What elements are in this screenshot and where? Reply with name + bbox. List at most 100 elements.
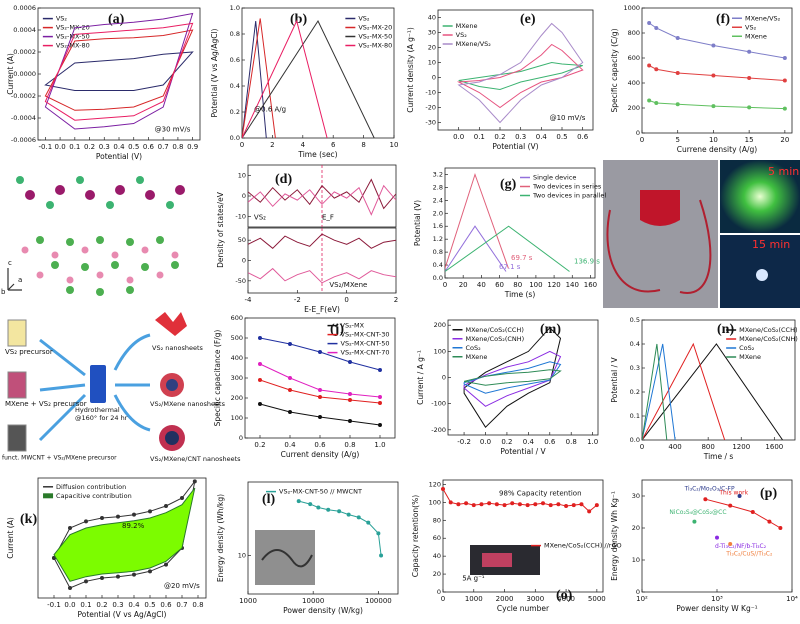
x-tick-label: 0: [441, 595, 445, 603]
data-point: [728, 542, 733, 546]
x-tick-label: 0.4: [284, 441, 296, 449]
series-line: [259, 363, 381, 398]
plot-frame: [641, 319, 796, 441]
annotation: @0.6 A/g: [254, 105, 286, 113]
y-axis-label: Capacity retention(%): [411, 495, 420, 577]
axis-a: a: [18, 276, 22, 284]
series-line: [463, 327, 562, 428]
inset-photo: [261, 549, 313, 568]
legend-label: Diffusion contribution: [56, 483, 126, 491]
x-tick-label: 5000: [588, 595, 606, 603]
point-label: This work: [718, 490, 748, 497]
schematic-text: VS₂/MXene/CNT nanosheets: [150, 455, 241, 463]
y-tick-label: 200: [231, 394, 243, 402]
data-point: [587, 509, 592, 514]
y-tick-label: 2.8: [433, 183, 443, 191]
y-tick-label: 0: [239, 434, 243, 442]
series-line: [642, 343, 676, 440]
series-line: [298, 500, 382, 556]
legend-label: Two devices in parallel: [532, 192, 606, 200]
x-tick-label: 20: [459, 281, 468, 289]
annotation: 89.2%: [122, 522, 145, 530]
data-point: [517, 502, 522, 507]
data-point: [703, 497, 708, 502]
legend-label: VS₂-MX-80: [56, 42, 90, 50]
y-tick-label: 40: [428, 14, 436, 22]
x-tick-label: 0.4: [113, 143, 125, 151]
data-point: [318, 395, 322, 399]
y-tick-label: 100: [231, 414, 243, 422]
data-point: [571, 503, 576, 508]
data-point: [288, 376, 292, 380]
y-tick-label: 1.0: [230, 4, 240, 12]
data-point: [594, 503, 599, 508]
data-point: [782, 56, 787, 60]
series-line: [648, 65, 785, 81]
y-axis-label: Potential / V: [610, 356, 619, 402]
y-tick-label: -30: [425, 119, 436, 127]
data-point: [647, 98, 652, 103]
x-axis-label: Potential (V): [96, 152, 142, 161]
series-line: [248, 233, 396, 249]
x-tick-label: -0.1: [47, 601, 61, 609]
y-tick-label: 10: [632, 556, 640, 564]
annotation: 69.7 s: [511, 254, 533, 262]
data-point: [84, 579, 88, 584]
y-axis-label: Energy density Wh Kg⁻¹: [610, 491, 619, 581]
x-tick-label: 5: [675, 136, 679, 144]
series-line: [445, 225, 507, 272]
data-point: [556, 502, 561, 507]
x-tick-label: 0.6: [544, 438, 556, 446]
data-point: [692, 519, 697, 524]
y-axis-label: Specific capacity (C/g): [610, 28, 619, 112]
data-point: [148, 569, 152, 574]
data-point: [100, 516, 104, 520]
x-axis-label: Time (sec): [297, 150, 337, 159]
data-point: [288, 388, 292, 392]
series-line: [463, 369, 562, 386]
series-line: [457, 22, 584, 124]
annotation: 5A g⁻¹: [462, 575, 485, 583]
x-tick-label: 0.8: [344, 441, 355, 449]
data-point: [288, 342, 292, 346]
y-tick-label: 100: [434, 347, 446, 355]
series-line: [458, 61, 583, 91]
y-tick-label: 0: [242, 257, 246, 265]
axis-b: b: [1, 288, 6, 296]
x-tick-label: 1000: [465, 595, 483, 603]
y-tick-label: 2.4: [433, 196, 443, 204]
data-point: [737, 494, 742, 498]
x-tick-label: 1600: [765, 443, 783, 451]
caption-15min: 15 min: [752, 238, 790, 251]
y-tick-label: 10: [238, 171, 246, 179]
data-point: [675, 71, 680, 75]
x-tick-label: 0.9: [187, 143, 198, 151]
x-tick-label: 2: [270, 141, 274, 149]
plot-frame: [437, 9, 594, 131]
y-tick-label: -0.0002: [11, 92, 36, 100]
panel-label: (p): [760, 486, 777, 501]
series-line: [248, 267, 396, 284]
data-point: [68, 526, 72, 530]
y-tick-label: 40: [433, 552, 441, 560]
legend-label: VS₂: [358, 15, 370, 23]
legend-label: VS₂: [456, 31, 468, 39]
x-tick-label: 0.6: [314, 441, 326, 449]
x-axis-label: E-E_F(eV): [304, 305, 340, 314]
series-line: [242, 19, 328, 138]
legend-label: MXene/VS₂: [745, 14, 781, 22]
panel-label: (k): [20, 512, 37, 527]
data-point: [767, 519, 772, 524]
x-tick-label: 0.2: [501, 438, 512, 446]
y-tick-label: 0.3: [630, 364, 640, 372]
data-point: [564, 503, 569, 508]
x-axis-label: Potential (V): [492, 142, 538, 151]
data-point: [647, 21, 652, 25]
y-tick-label: 2.0: [433, 209, 443, 217]
series-line: [456, 43, 584, 109]
data-point: [533, 502, 538, 507]
y-tick-label: 0.0004: [13, 26, 36, 34]
x-tick-label: 2: [394, 296, 398, 304]
x-tick-label: 10⁴: [786, 595, 798, 603]
data-point: [778, 526, 783, 530]
